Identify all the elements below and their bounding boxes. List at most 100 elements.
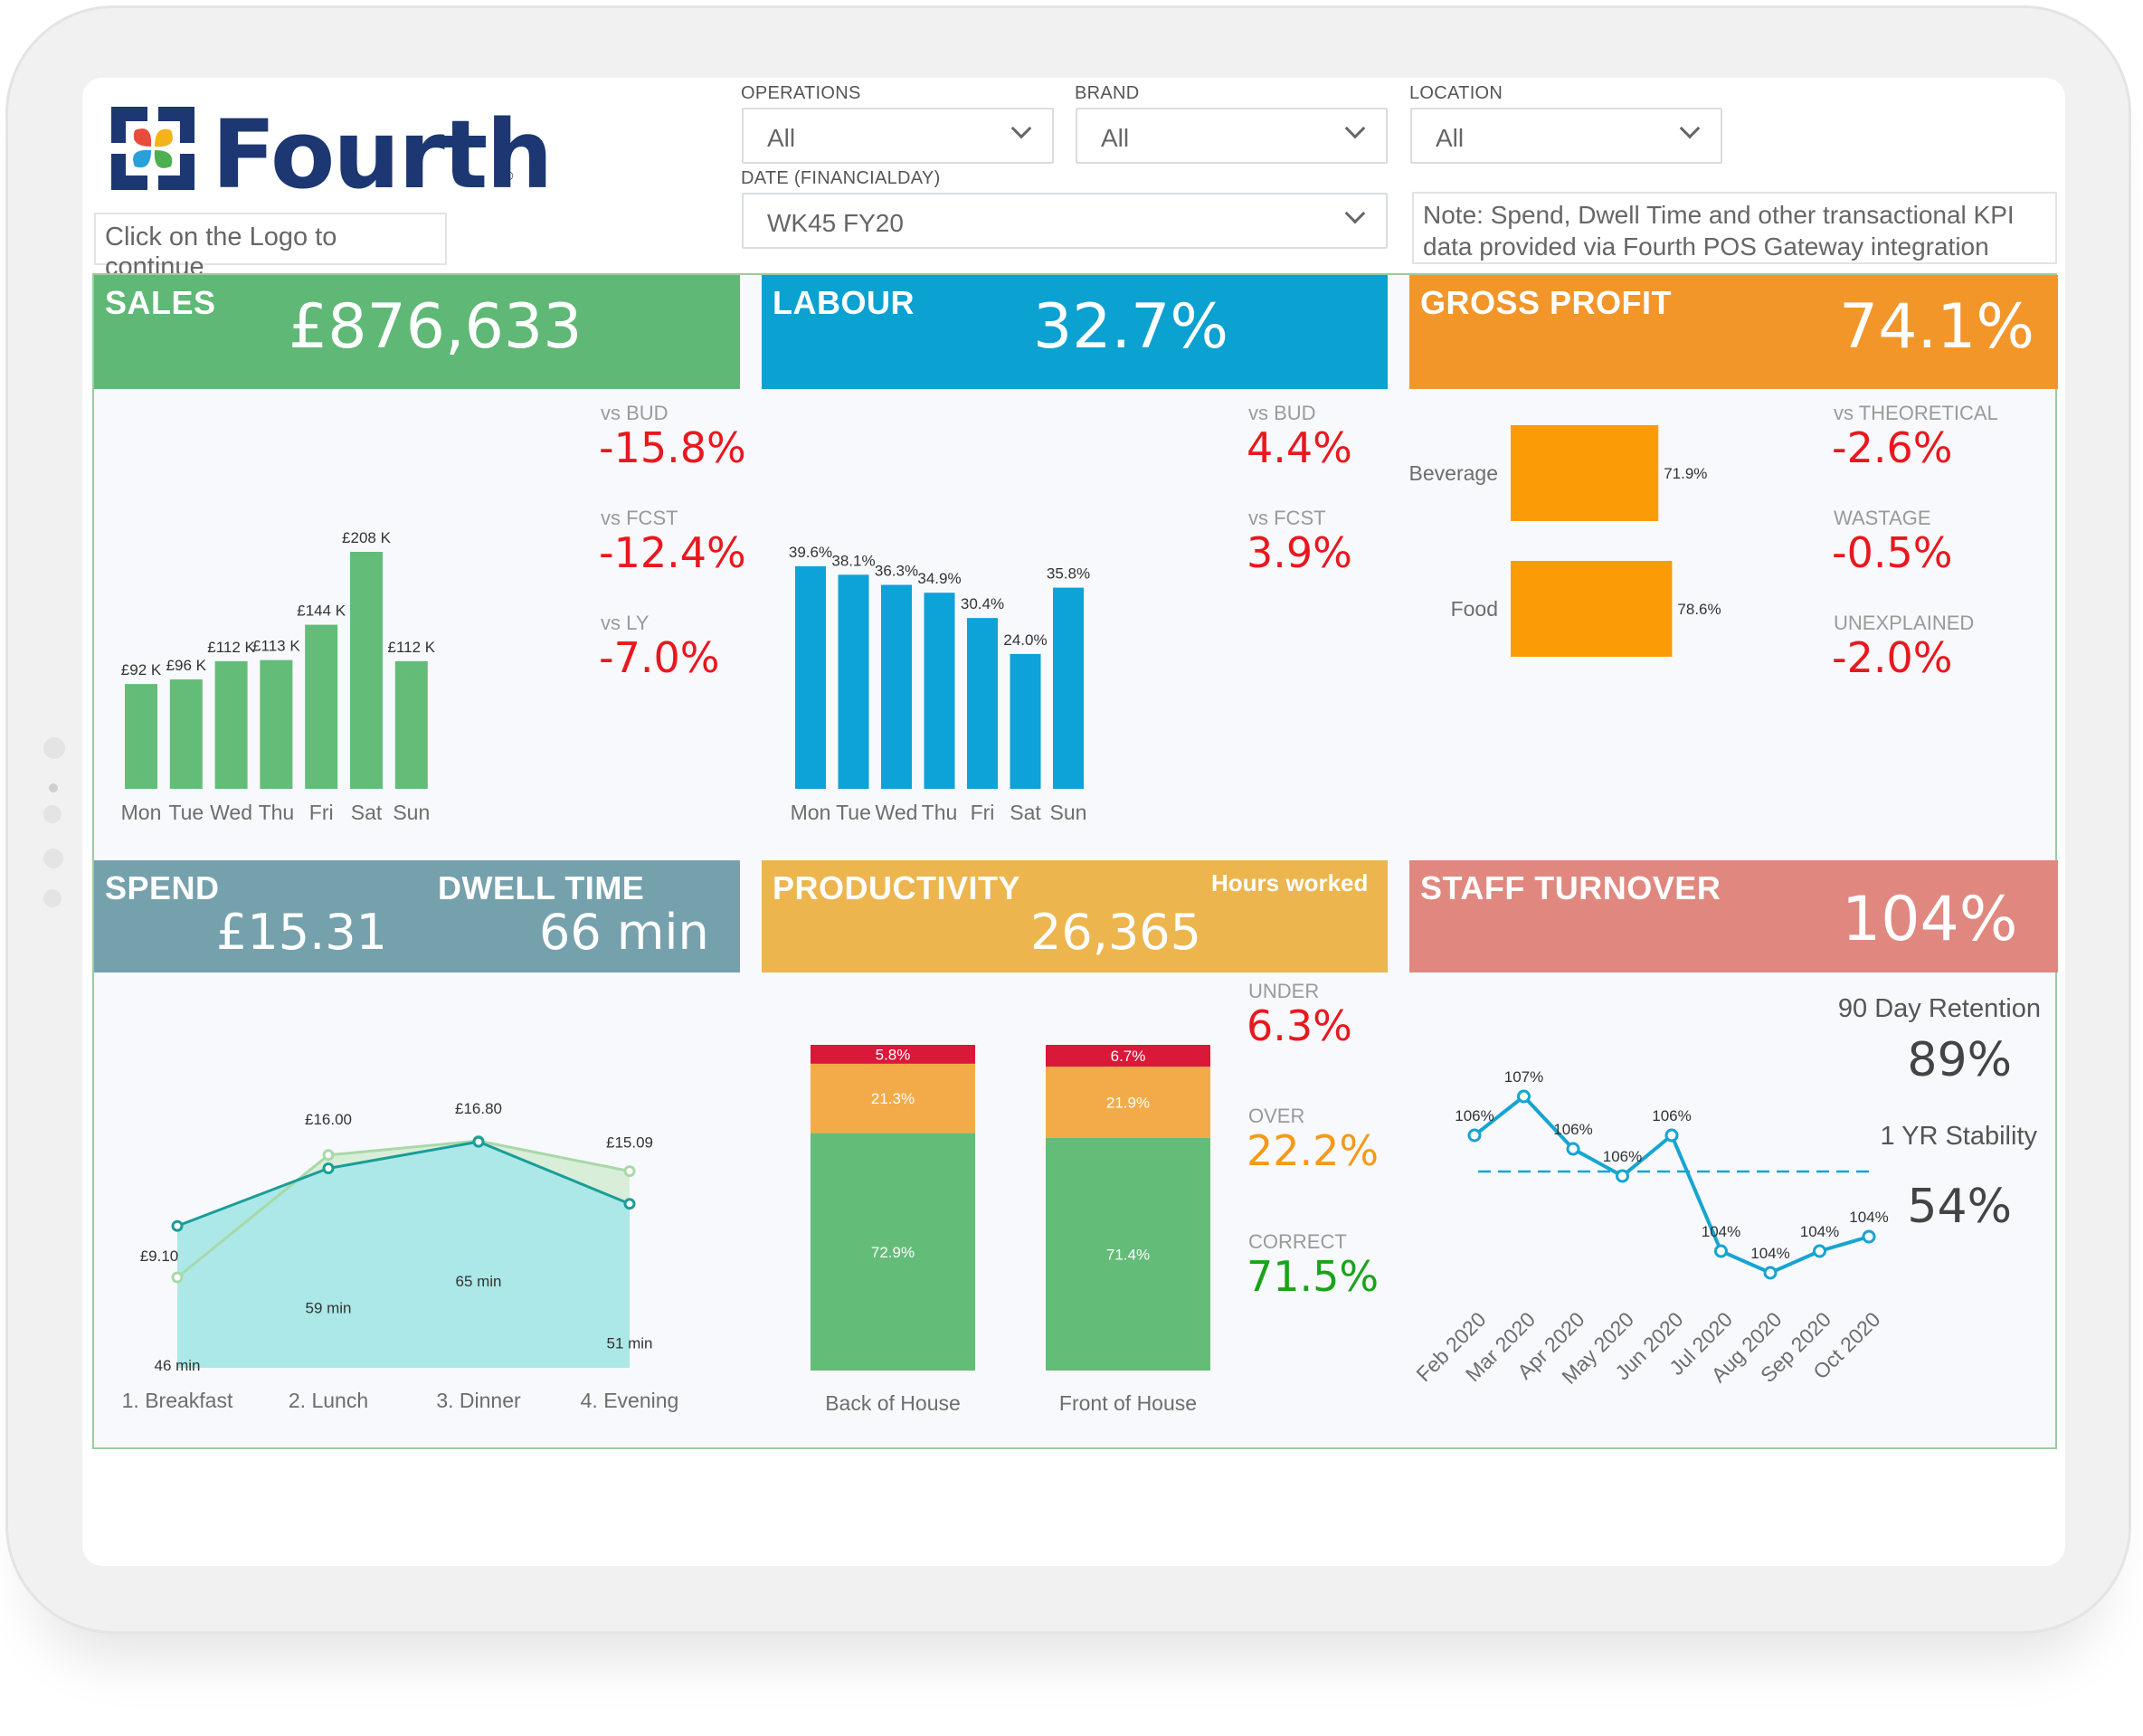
dwell-time-value: 66 min (539, 904, 709, 961)
turnover-point (1862, 1229, 1876, 1244)
bar (838, 574, 869, 789)
date-value: WK45 FY20 (767, 209, 904, 237)
bar (214, 660, 248, 789)
productivity-title: PRODUCTIVITY (773, 869, 1021, 906)
fourth-logo[interactable]: Fourth ® (108, 100, 553, 210)
spend-tile[interactable]: SPEND £15.31 DWELL TIME 66 min (94, 860, 740, 972)
bar (1511, 561, 1673, 657)
y-tick-label: Beverage (1409, 461, 1498, 485)
sales-title: SALES (105, 284, 216, 321)
operations-value: All (767, 124, 796, 152)
sales-vs-bud-value: -15.8% (599, 423, 746, 472)
turnover-point (1714, 1244, 1728, 1258)
x-tick-label: Wed (876, 801, 918, 824)
stacked-segment (811, 1045, 975, 1064)
bar (305, 624, 338, 789)
dwell-data-label: 65 min (455, 1273, 501, 1290)
spend-point (322, 1149, 335, 1162)
hours-worked-label: Hours worked (1211, 869, 1369, 896)
location-dropdown[interactable]: All (1410, 108, 1722, 164)
sales-value: £876,633 (289, 291, 583, 363)
tablet-button (43, 889, 62, 907)
gp-wastage-value: -0.5% (1832, 528, 1953, 577)
kpi-board: SALES £876,633 LABOUR 32.7% GROSS PROFIT… (92, 273, 2058, 1449)
dwell-line (176, 1140, 631, 1228)
chevron-down-icon (1344, 118, 1366, 139)
data-label: 106% (1603, 1148, 1642, 1165)
correct-label: CORRECT (1248, 1230, 1347, 1253)
x-tick-label: Sun (393, 801, 430, 824)
turnover-point (1763, 1266, 1778, 1280)
bar (881, 584, 912, 789)
dwell-point (322, 1162, 335, 1174)
brand-value: All (1101, 124, 1130, 152)
stability-value: 54% (1907, 1180, 2012, 1234)
x-tick-label: Thu (259, 801, 295, 824)
sales-bar-chart: £92 K Mon £96 K Tue £112 K Wed £113 K Thu £144 K… (121, 529, 436, 824)
gp-wastage-label: WASTAGE (1834, 507, 1931, 529)
stacked-segment (811, 1133, 975, 1371)
data-label: 36.3% (875, 563, 918, 580)
data-label: £144 K (297, 602, 346, 620)
sales-vs-ly-value: -7.0% (599, 633, 720, 682)
location-label: LOCATION (1409, 83, 1503, 103)
spend-dwell-area-chart: £9.10 46 min 1. Breakfast £16.00 59 min 2. Lu… (122, 1100, 679, 1412)
bar (169, 679, 203, 789)
data-label: 106% (1553, 1121, 1592, 1138)
brand-label: BRAND (1075, 83, 1140, 103)
segment-label: 71.4% (1106, 1246, 1150, 1263)
productivity-stacked-bar-chart: 72.9% 21.3% 5.8% Back of House 71.4% 21.9% 6.7… (811, 1045, 1210, 1415)
bar (350, 552, 383, 789)
data-label: 106% (1455, 1107, 1493, 1124)
data-label: £208 K (342, 529, 392, 546)
labour-title: LABOUR (773, 284, 915, 321)
logo-instruction: Click on the Logo to continue (94, 213, 447, 281)
labour-vs-bud-label: vs BUD (1248, 402, 1316, 424)
turnover-point (1566, 1142, 1580, 1156)
spend-data-label: £15.09 (606, 1134, 653, 1152)
gross-profit-tile[interactable]: GROSS PROFIT 74.1% (1409, 275, 2058, 389)
logo-wordmark: Fourth (212, 100, 553, 210)
x-tick-label: Sat (351, 801, 383, 824)
staff-turnover-tile[interactable]: STAFF TURNOVER 104% (1409, 860, 2058, 972)
stacked-segment (811, 1063, 975, 1134)
spend-data-label: £16.80 (455, 1100, 502, 1117)
data-source-note: Note: Spend, Dwell Time and other transa… (1412, 192, 2057, 264)
data-label: 104% (1702, 1223, 1740, 1240)
retention-value: 89% (1907, 1033, 2012, 1087)
labour-bar-chart: 39.6% Mon 38.1% Tue 36.3% Wed 34.9% Thu 30.4% Fri… (789, 544, 1090, 824)
dwell-time-title: DWELL TIME (438, 869, 645, 906)
bar (394, 660, 428, 789)
brand-dropdown[interactable]: All (1076, 108, 1388, 164)
data-label: 24.0% (1003, 631, 1047, 649)
labour-vs-fcst-label: vs FCST (1248, 507, 1326, 529)
turnover-point (1616, 1169, 1629, 1183)
x-tick-label: Tue (168, 801, 204, 824)
gross-profit-title: GROSS PROFIT (1420, 284, 1673, 321)
bar (1053, 587, 1084, 789)
data-label: 107% (1504, 1068, 1543, 1086)
labour-tile[interactable]: LABOUR 32.7% (762, 275, 1388, 389)
turnover-point (1664, 1128, 1679, 1143)
data-label: 106% (1652, 1107, 1691, 1124)
operations-dropdown[interactable]: All (742, 108, 1054, 164)
data-label: 104% (1800, 1223, 1839, 1240)
data-label: 35.8% (1047, 565, 1090, 583)
stacked-segment (1046, 1137, 1210, 1371)
segment-label: 5.8% (876, 1046, 911, 1063)
turnover-point (1467, 1128, 1482, 1143)
spend-point (623, 1165, 636, 1178)
date-dropdown[interactable]: WK45 FY20 (742, 193, 1388, 249)
retention-label: 90 Day Retention (1837, 994, 2041, 1023)
sales-tile[interactable]: SALES £876,633 (94, 275, 740, 389)
x-tick-label: Thu (922, 801, 958, 824)
productivity-tile[interactable]: PRODUCTIVITY Hours worked 26,365 (762, 860, 1388, 972)
spend-data-label: £16.00 (305, 1111, 352, 1128)
sales-vs-fcst-value: -12.4% (599, 528, 746, 577)
data-label: 38.1% (831, 552, 875, 569)
x-tick-label: Sun (1050, 801, 1087, 824)
bar (1010, 653, 1041, 789)
labour-vs-bud-value: 4.4% (1247, 423, 1352, 472)
stability-label: 1 YR Stability (1880, 1122, 2037, 1151)
dwell-data-label: 46 min (154, 1357, 200, 1374)
